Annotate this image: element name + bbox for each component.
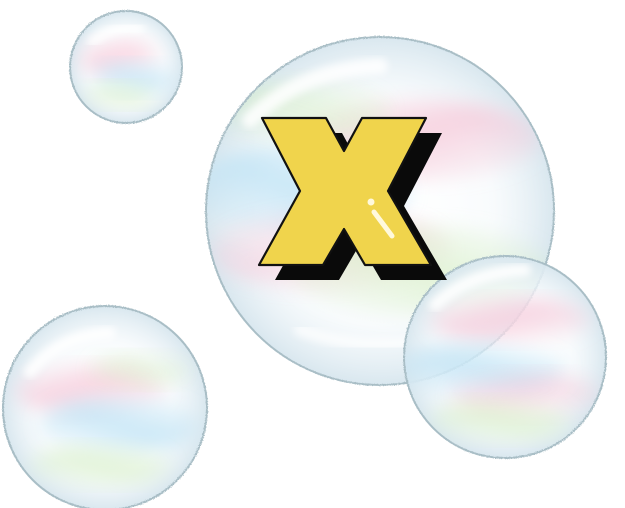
letter-x-text: X (0, 0, 1, 1)
bubble-bottom-right (403, 255, 607, 459)
letter-x: X (0, 0, 447, 280)
bubble-small-top-left (69, 10, 183, 124)
bubble-bottom-left (2, 305, 208, 508)
